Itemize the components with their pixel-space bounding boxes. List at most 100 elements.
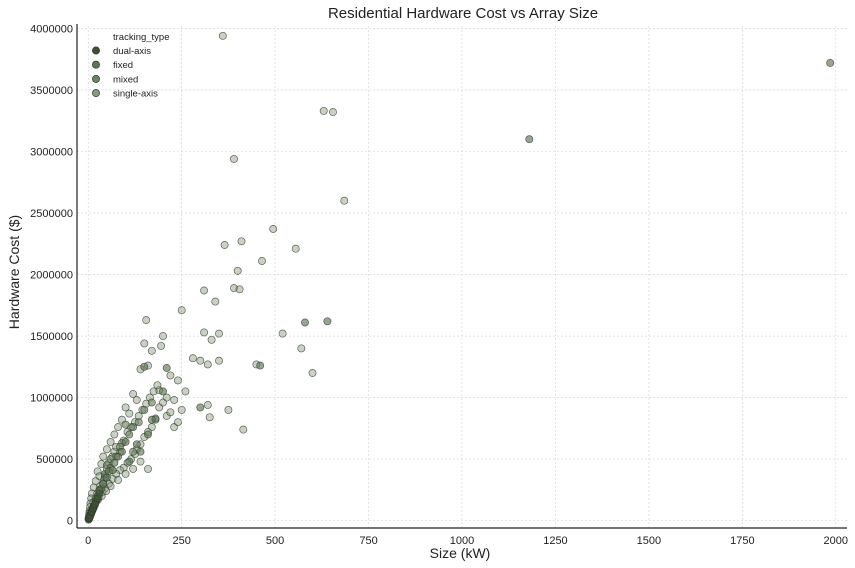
data-point-single-axis xyxy=(207,335,216,344)
data-point-mixed xyxy=(125,430,134,439)
x-axis-label: Size (kW) xyxy=(430,545,491,561)
data-point-single-axis xyxy=(114,423,123,432)
data-point-single-axis xyxy=(125,409,134,418)
data-point-single-axis xyxy=(114,476,123,484)
data-point-mixed xyxy=(147,398,156,407)
data-point-fixed xyxy=(125,457,134,466)
data-point-single-axis xyxy=(297,344,306,353)
x-tick-label: 1000 xyxy=(450,535,474,547)
x-tick-label: 1250 xyxy=(543,535,567,547)
data-point-fixed xyxy=(159,387,167,396)
legend-label-single-axis: single-axis xyxy=(113,89,158,100)
data-point-single-axis xyxy=(159,332,167,341)
y-tick-label: 3000000 xyxy=(30,147,73,159)
legend-label-fixed: fixed xyxy=(113,60,133,71)
data-point-single-axis xyxy=(99,452,108,461)
data-point-single-axis xyxy=(215,356,223,365)
data-point-fixed xyxy=(108,466,117,475)
legend-marker-dual-axis xyxy=(92,46,100,55)
data-point-single-axis xyxy=(215,329,223,338)
data-point-single-axis xyxy=(269,225,278,233)
data-point-single-axis xyxy=(220,241,229,249)
data-point-single-axis xyxy=(144,464,152,473)
data-point-single-axis xyxy=(203,401,212,409)
data-point-mixed xyxy=(140,405,149,414)
x-tick-label: 250 xyxy=(172,535,190,547)
data-point-single-axis xyxy=(149,387,158,396)
legend-title: tracking_type xyxy=(113,32,170,43)
data-point-single-axis xyxy=(129,389,138,398)
y-tick-label: 2000000 xyxy=(30,270,73,282)
legend-marker-single-axis xyxy=(92,89,100,98)
data-point-single-axis xyxy=(102,445,111,454)
data-point-fixed xyxy=(196,403,205,412)
data-point-single-axis xyxy=(157,341,166,350)
data-point-fixed xyxy=(144,430,152,439)
data-point-single-axis xyxy=(211,297,220,306)
data-point-single-axis xyxy=(224,405,233,414)
x-tick-label: 750 xyxy=(359,535,377,547)
x-tick-label: 2000 xyxy=(824,535,848,547)
data-point-fixed xyxy=(162,364,171,372)
data-point-single-axis xyxy=(129,464,138,473)
data-point-single-axis xyxy=(258,257,266,265)
data-point-single-axis xyxy=(291,244,300,253)
data-point-single-axis xyxy=(319,106,328,115)
data-point-fixed xyxy=(323,317,332,326)
data-point-dual-axis xyxy=(85,514,94,523)
legend-label-mixed: mixed xyxy=(113,74,138,85)
data-point-single-axis xyxy=(203,360,212,369)
data-point-single-axis xyxy=(153,381,162,390)
data-point-single-axis xyxy=(230,154,238,163)
data-point-fixed xyxy=(826,58,835,67)
data-point-single-axis xyxy=(173,376,182,385)
y-ticks: 0 500000 1000000 1500000 2000000 2500000 30000… xyxy=(30,23,73,527)
y-tick-label: 1500000 xyxy=(30,331,73,343)
data-point-single-axis xyxy=(140,339,149,348)
data-point-single-axis xyxy=(93,467,102,476)
data-point-single-axis xyxy=(136,457,145,466)
data-point-fixed xyxy=(132,440,141,449)
data-point-single-axis xyxy=(308,369,317,377)
y-tick-label: 2500000 xyxy=(30,208,73,220)
y-tick-label: 500000 xyxy=(36,454,73,466)
data-point-mixed xyxy=(129,447,138,456)
data-point-single-axis xyxy=(110,430,119,439)
y-tick-label: 0 xyxy=(67,516,73,528)
data-point-single-axis xyxy=(173,418,182,427)
data-point-single-axis xyxy=(132,396,141,404)
data-point-single-axis xyxy=(218,31,227,40)
data-point-single-axis xyxy=(166,408,175,417)
data-point-dual-axis xyxy=(95,489,104,498)
x-tick-label: 1500 xyxy=(637,535,661,547)
data-point-single-axis xyxy=(142,316,151,325)
data-point-single-axis xyxy=(196,356,205,365)
data-point-single-axis xyxy=(159,398,167,407)
data-point-single-axis xyxy=(233,266,242,275)
y-axis-label: Hardware Cost ($) xyxy=(6,215,22,329)
data-point-single-axis xyxy=(205,413,214,422)
data-point-single-axis xyxy=(147,346,156,355)
legend: tracking_type dual-axis fixed mixed single-… xyxy=(92,32,170,100)
points-layer xyxy=(84,31,835,524)
x-tick-label: 1750 xyxy=(730,535,754,547)
grid-layer xyxy=(77,26,847,528)
data-point-fixed xyxy=(136,447,145,456)
data-point-fixed xyxy=(147,415,156,424)
data-point-single-axis xyxy=(166,371,175,380)
data-point-fixed xyxy=(140,362,149,371)
y-tick-label: 3500000 xyxy=(30,85,73,97)
data-point-single-axis xyxy=(278,329,287,338)
data-point-single-axis xyxy=(200,286,209,295)
data-point-single-axis xyxy=(239,425,248,434)
data-point-single-axis xyxy=(121,403,130,412)
data-point-fixed xyxy=(121,437,130,446)
data-point-fixed xyxy=(525,135,534,144)
data-point-single-axis xyxy=(340,196,349,205)
legend-marker-mixed xyxy=(92,74,100,83)
data-point-fixed xyxy=(301,318,309,327)
y-tick-label: 1000000 xyxy=(30,393,73,405)
data-point-dual-axis xyxy=(90,500,99,509)
legend-label-dual-axis: dual-axis xyxy=(113,46,151,57)
